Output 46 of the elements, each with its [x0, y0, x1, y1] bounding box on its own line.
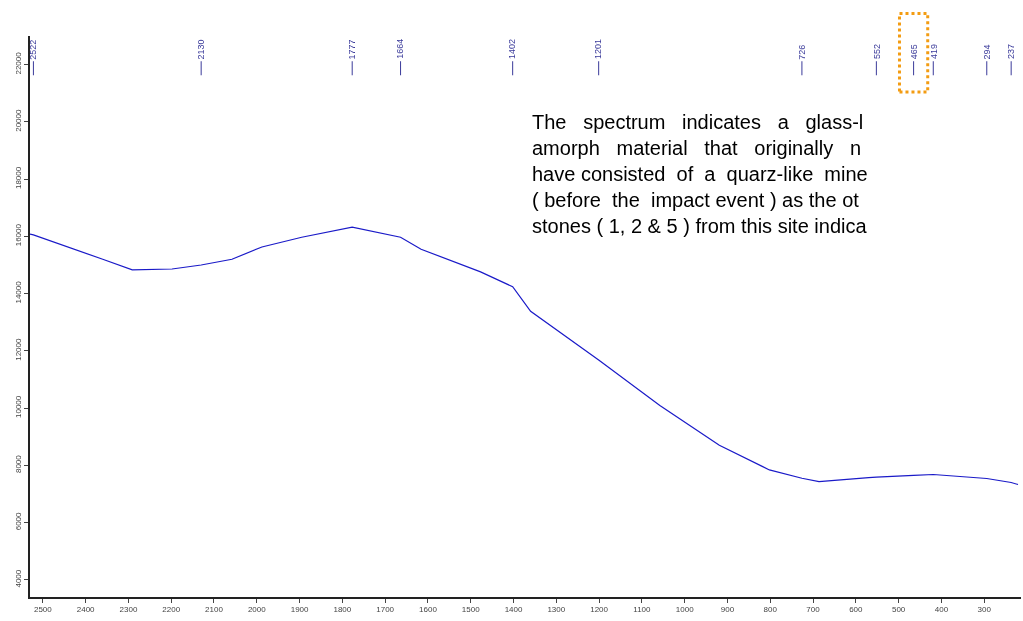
x-tick-label: 1900	[290, 605, 310, 615]
ref-line-label: 1664	[395, 38, 406, 59]
ref-line-label: 2522	[28, 39, 39, 60]
x-tick-label: 1300	[547, 605, 566, 615]
x-tick-label: 1000	[675, 605, 695, 615]
x-tick-label: 300	[977, 605, 992, 615]
ref-line-label: 419	[928, 43, 939, 60]
ref-line-label: 1777	[346, 39, 357, 60]
x-tick-label: 800	[763, 605, 778, 615]
ref-line-label: 726	[797, 44, 808, 60]
ref-line-label: 237	[1006, 43, 1017, 59]
x-tick-label: 2000	[247, 605, 267, 615]
annotation: The spectrum indicates a glass-l amorph material that originally n have consisted of a quarz-like mine ( before the impact event ) as the ot stones ( 1, 2 & 5 ) from this site indica	[532, 111, 868, 237]
y-tick-label: 6000	[14, 511, 24, 531]
y-tick-label: 22000	[14, 51, 24, 75]
x-tick-label: 2200	[162, 605, 181, 615]
x-tick-label: 500	[891, 605, 906, 615]
y-tick-label: 8000	[14, 454, 24, 474]
ref-line-label: 465	[908, 44, 919, 60]
x-tick-label: 1700	[376, 605, 395, 615]
x-tick-label: 400	[934, 605, 949, 615]
x-tick-label: 2300	[119, 605, 138, 615]
y-tick-label: 20000	[14, 109, 24, 132]
x-tick-label: 1100	[633, 605, 652, 615]
x-tick-label: 600	[849, 605, 864, 615]
y-tick-label: 18000	[14, 166, 24, 190]
ref-line-label: 1201	[593, 38, 604, 59]
x-tick-label: 1400	[504, 605, 523, 615]
x-tick-label: 2100	[205, 605, 224, 615]
x-tick-label: 900	[720, 605, 735, 615]
x-tick-label: 700	[806, 605, 821, 615]
x-tick-label: 1600	[419, 605, 438, 615]
x-tick-label: 2400	[76, 605, 96, 615]
ref-line-label: 552	[871, 44, 882, 60]
x-tick-label: 2500	[33, 605, 53, 615]
x-tick-label: 1200	[590, 605, 609, 615]
ref-line-label: 1402	[507, 38, 518, 59]
x-tick-label: 1800	[333, 605, 352, 615]
x-tick-label: 1500	[461, 605, 481, 615]
y-tick-label: 10000	[14, 395, 24, 419]
y-tick-label: 14000	[14, 280, 24, 304]
y-tick-label: 12000	[14, 337, 24, 361]
y-tick-label: 16000	[14, 223, 24, 247]
ref-line-label: 2130	[195, 39, 206, 60]
y-tick-label: 4000	[14, 569, 24, 588]
ref-line-label: 294	[982, 44, 993, 60]
